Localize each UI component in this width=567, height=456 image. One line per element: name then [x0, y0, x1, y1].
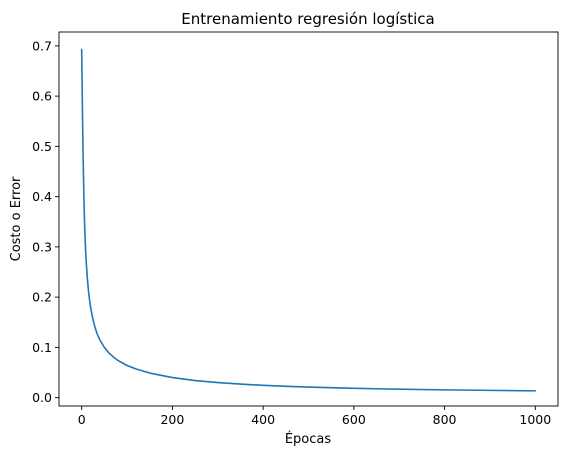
x-axis: 0 200 400 600 800 1000	[78, 406, 551, 427]
y-tick-label: 0.3	[32, 239, 52, 254]
y-axis-label: Costo o Error	[9, 176, 24, 261]
x-tick-label: 200	[160, 412, 184, 427]
y-tick-label: 0.6	[32, 89, 52, 104]
y-tick-label: 0.1	[32, 340, 52, 355]
series-line-0	[80, 48, 537, 392]
plot-frame	[58, 31, 559, 407]
x-tick-label: 1000	[519, 412, 551, 427]
plot-area	[80, 48, 537, 392]
x-axis-label: Épocas	[285, 431, 332, 447]
y-tick-label: 0.0	[32, 390, 52, 405]
x-tick-label: 800	[433, 412, 457, 427]
x-tick-label: 400	[251, 412, 275, 427]
chart-title: Entrenamiento regresión logística	[181, 10, 434, 28]
y-tick-label: 0.2	[32, 290, 52, 305]
y-axis: 0.0 0.1 0.2 0.3 0.4 0.5 0.6 0.7	[32, 38, 59, 405]
x-tick-label: 600	[342, 412, 366, 427]
y-tick-label: 0.5	[32, 139, 52, 154]
y-tick-label: 0.7	[32, 38, 52, 53]
y-tick-label: 0.4	[32, 189, 52, 204]
x-tick-label: 0	[78, 412, 86, 427]
